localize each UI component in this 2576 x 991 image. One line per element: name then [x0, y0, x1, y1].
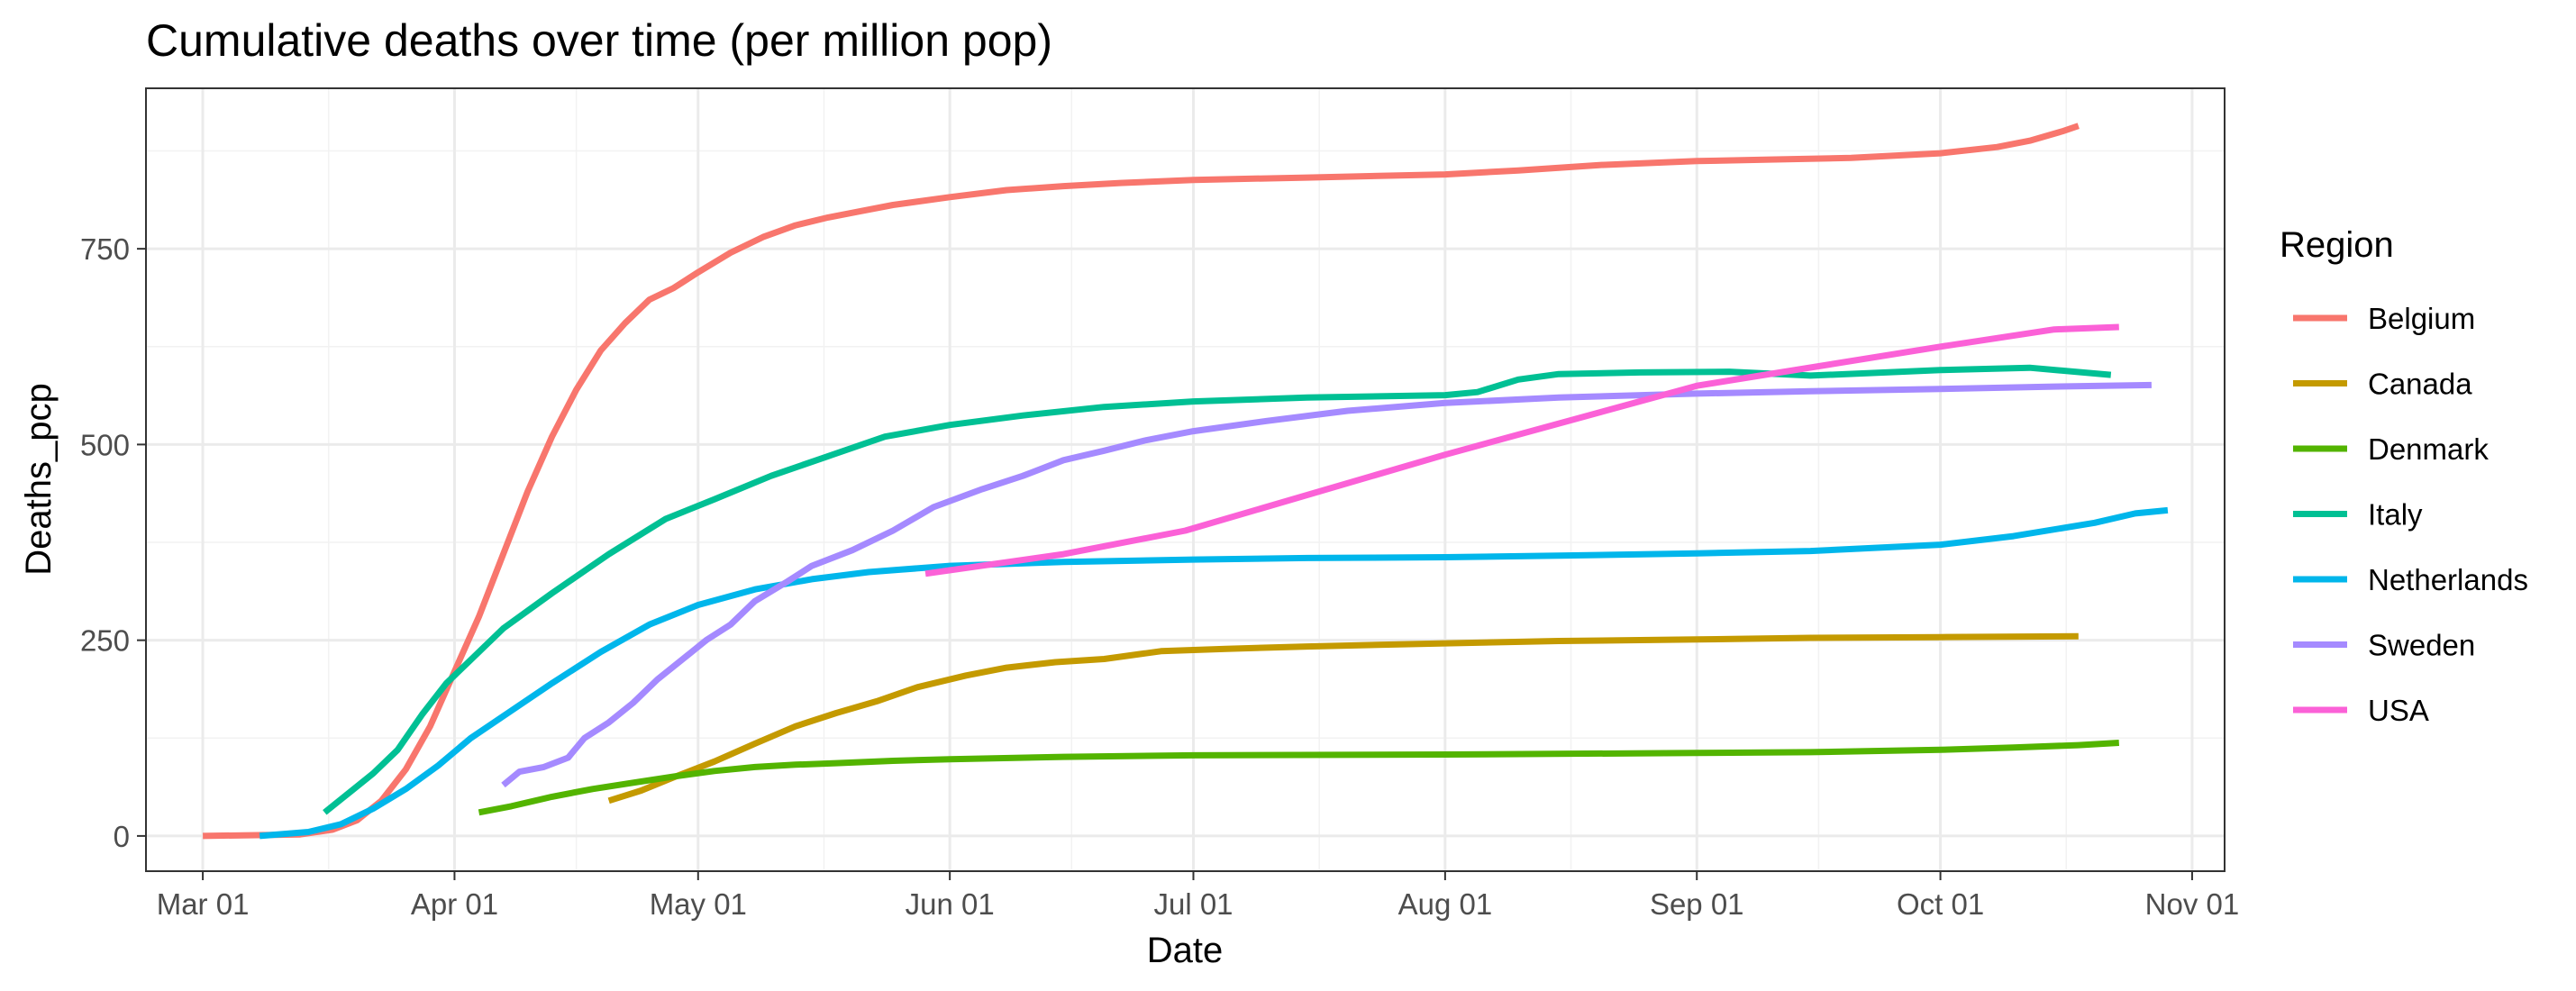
legend-label: Canada [2368, 368, 2472, 401]
x-tick-label: Aug 01 [1398, 887, 1493, 921]
series-line-netherlands [259, 506, 2169, 840]
x-tick-label: Jul 01 [1153, 887, 1233, 921]
x-tick-label: Oct 01 [1897, 887, 1984, 921]
x-axis: Mar 01 Apr 01 May 01 Jun 01 Jul 01 Aug 01 Sep … [157, 871, 2240, 921]
y-tick-label: 0 [114, 820, 130, 853]
legend-label: USA [2368, 694, 2429, 727]
x-tick-label: Apr 01 [411, 887, 498, 921]
y-tick-label: 250 [80, 624, 130, 658]
legend-title: Region [2280, 225, 2394, 265]
series-line-belgium [203, 123, 2080, 840]
legend-label: Sweden [2368, 629, 2475, 662]
legend: Region Belgium Canada Denmark Italy Netherla… [2280, 225, 2528, 727]
x-axis-title: Date [1147, 931, 1224, 970]
minor-gridlines [146, 88, 2225, 871]
series-line-sweden [501, 381, 2152, 788]
x-tick-label: Sep 01 [1650, 887, 1744, 921]
series-line-usa [924, 323, 2119, 577]
legend-label: Denmark [2368, 432, 2489, 466]
x-tick-label: Nov 01 [2145, 887, 2240, 921]
y-tick-label: 500 [80, 428, 130, 461]
series-lines [203, 123, 2169, 840]
x-tick-label: Mar 01 [157, 887, 250, 921]
x-tick-label: Jun 01 [906, 887, 995, 921]
legend-label: Italy [2368, 498, 2423, 532]
series-line-canada [607, 632, 2079, 805]
series-line-italy [323, 364, 2112, 815]
legend-label: Belgium [2368, 302, 2475, 335]
y-axis: 0 250 500 750 [80, 232, 146, 853]
plot-border [145, 87, 2226, 872]
y-axis-title: Deaths_pcp [19, 383, 59, 575]
plot-panel [146, 88, 2225, 871]
x-tick-label: May 01 [650, 887, 747, 921]
y-tick-label: 750 [80, 232, 130, 266]
chart-title: Cumulative deaths over time (per million… [146, 15, 1052, 66]
legend-label: Netherlands [2368, 563, 2528, 596]
series-line-denmark [478, 740, 2120, 816]
